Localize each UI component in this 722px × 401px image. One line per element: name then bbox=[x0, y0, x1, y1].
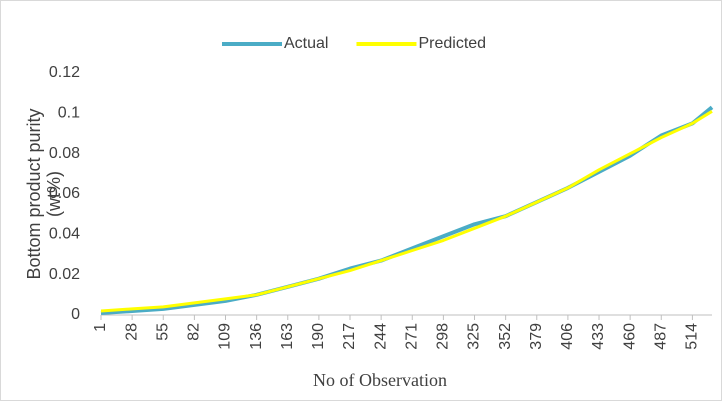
y-tick-label: 0.08 bbox=[49, 145, 80, 162]
y-tick-label: 0 bbox=[71, 306, 80, 323]
x-tick-label: 136 bbox=[248, 323, 265, 350]
y-tick-label: 0.02 bbox=[49, 266, 80, 283]
x-tick-label: 28 bbox=[123, 323, 140, 341]
legend-label: Actual bbox=[284, 35, 328, 52]
x-tick-label: 514 bbox=[684, 323, 701, 350]
x-tick-label: 244 bbox=[372, 323, 389, 350]
x-tick-label: 325 bbox=[466, 323, 483, 350]
legend-label: Predicted bbox=[418, 35, 486, 52]
x-tick-label: 190 bbox=[310, 323, 327, 350]
series-line bbox=[100, 105, 714, 315]
x-tick-label: 379 bbox=[528, 323, 545, 350]
y-tick-label: 0.04 bbox=[49, 226, 80, 243]
x-tick-label: 433 bbox=[590, 323, 607, 350]
x-tick-label: 487 bbox=[652, 323, 669, 350]
y-tick-label: 0.1 bbox=[58, 105, 80, 122]
x-axis-label: No of Observation bbox=[313, 370, 447, 390]
y-axis-label: Bottom product purity(wt%) bbox=[24, 108, 64, 279]
series-line bbox=[100, 110, 713, 313]
x-tick-label: 271 bbox=[403, 323, 420, 350]
x-tick-label: 460 bbox=[621, 323, 638, 350]
y-axis-label-line: (wt%) bbox=[44, 171, 64, 217]
x-tick-label: 298 bbox=[435, 323, 452, 350]
x-tick-label: 217 bbox=[341, 323, 358, 350]
x-tick-label: 1 bbox=[92, 323, 109, 332]
x-tick-label: 55 bbox=[154, 323, 171, 341]
x-tick-label: 109 bbox=[217, 323, 234, 350]
y-tick-label: 0.12 bbox=[49, 64, 80, 81]
y-tick-label: 0.06 bbox=[49, 185, 80, 202]
x-tick-label: 163 bbox=[279, 323, 296, 350]
x-tick-label: 406 bbox=[559, 323, 576, 350]
y-axis-label-line: Bottom product purity bbox=[24, 108, 44, 279]
x-tick-label: 82 bbox=[186, 323, 203, 341]
x-tick-label: 352 bbox=[497, 323, 514, 350]
